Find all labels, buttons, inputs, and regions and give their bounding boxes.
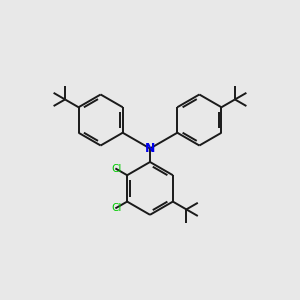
Text: Cl: Cl xyxy=(111,203,122,213)
Text: N: N xyxy=(145,142,155,155)
Text: Cl: Cl xyxy=(111,164,122,174)
